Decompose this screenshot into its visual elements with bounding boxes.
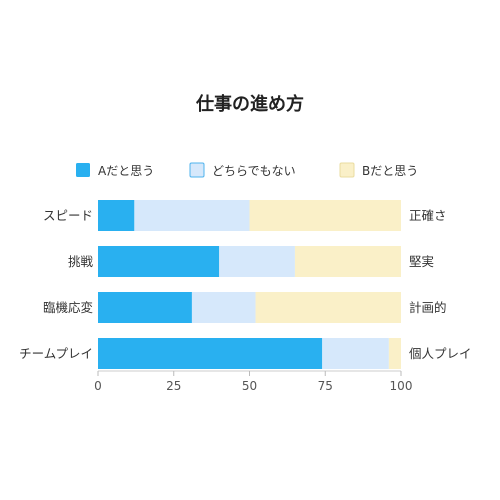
x-tick-label-3: 75 xyxy=(318,379,333,393)
x-tick-label-1: 25 xyxy=(166,379,181,393)
right-label-2: 計画的 xyxy=(409,300,447,315)
bar-0-0 xyxy=(98,200,135,231)
legend-label-0: Aだと思う xyxy=(98,164,154,178)
bars-group xyxy=(98,200,401,369)
legend-swatch-0 xyxy=(76,163,90,177)
bar-3-0 xyxy=(98,338,323,369)
legend-swatch-2 xyxy=(339,162,355,178)
left-label-0: スピード xyxy=(43,208,93,223)
right-label-1: 堅実 xyxy=(409,254,434,269)
legend-swatch-1 xyxy=(189,162,205,178)
bar-1-2 xyxy=(294,246,401,277)
x-tick-label-0: 0 xyxy=(94,379,102,393)
right-label-0: 正確さ xyxy=(409,208,447,223)
left-label-3: チームプレイ xyxy=(19,346,93,361)
x-tick-label-2: 50 xyxy=(242,379,257,393)
bar-2-1 xyxy=(191,292,256,323)
left-label-1: 挑戦 xyxy=(68,254,94,269)
right-label-3: 個人プレイ xyxy=(409,346,472,361)
bar-1-0 xyxy=(98,246,220,277)
bar-1-1 xyxy=(219,246,295,277)
bar-2-0 xyxy=(98,292,192,323)
legend-label-1: どちらでもない xyxy=(212,164,296,178)
bar-2-2 xyxy=(255,292,401,323)
bar-3-1 xyxy=(322,338,389,369)
x-axis: 0 25 50 75 100 xyxy=(94,370,413,393)
bar-0-2 xyxy=(249,200,401,231)
legend-label-2: Bだと思う xyxy=(362,164,418,178)
x-tick-label-4: 100 xyxy=(390,379,413,393)
bar-3-2 xyxy=(388,338,401,369)
left-label-2: 臨機応変 xyxy=(43,300,93,315)
chart-title: 仕事の進め方 xyxy=(195,93,304,115)
chart-legend: Aだと思う どちらでもない Bだと思う xyxy=(76,162,418,178)
bar-0-1 xyxy=(134,200,250,231)
